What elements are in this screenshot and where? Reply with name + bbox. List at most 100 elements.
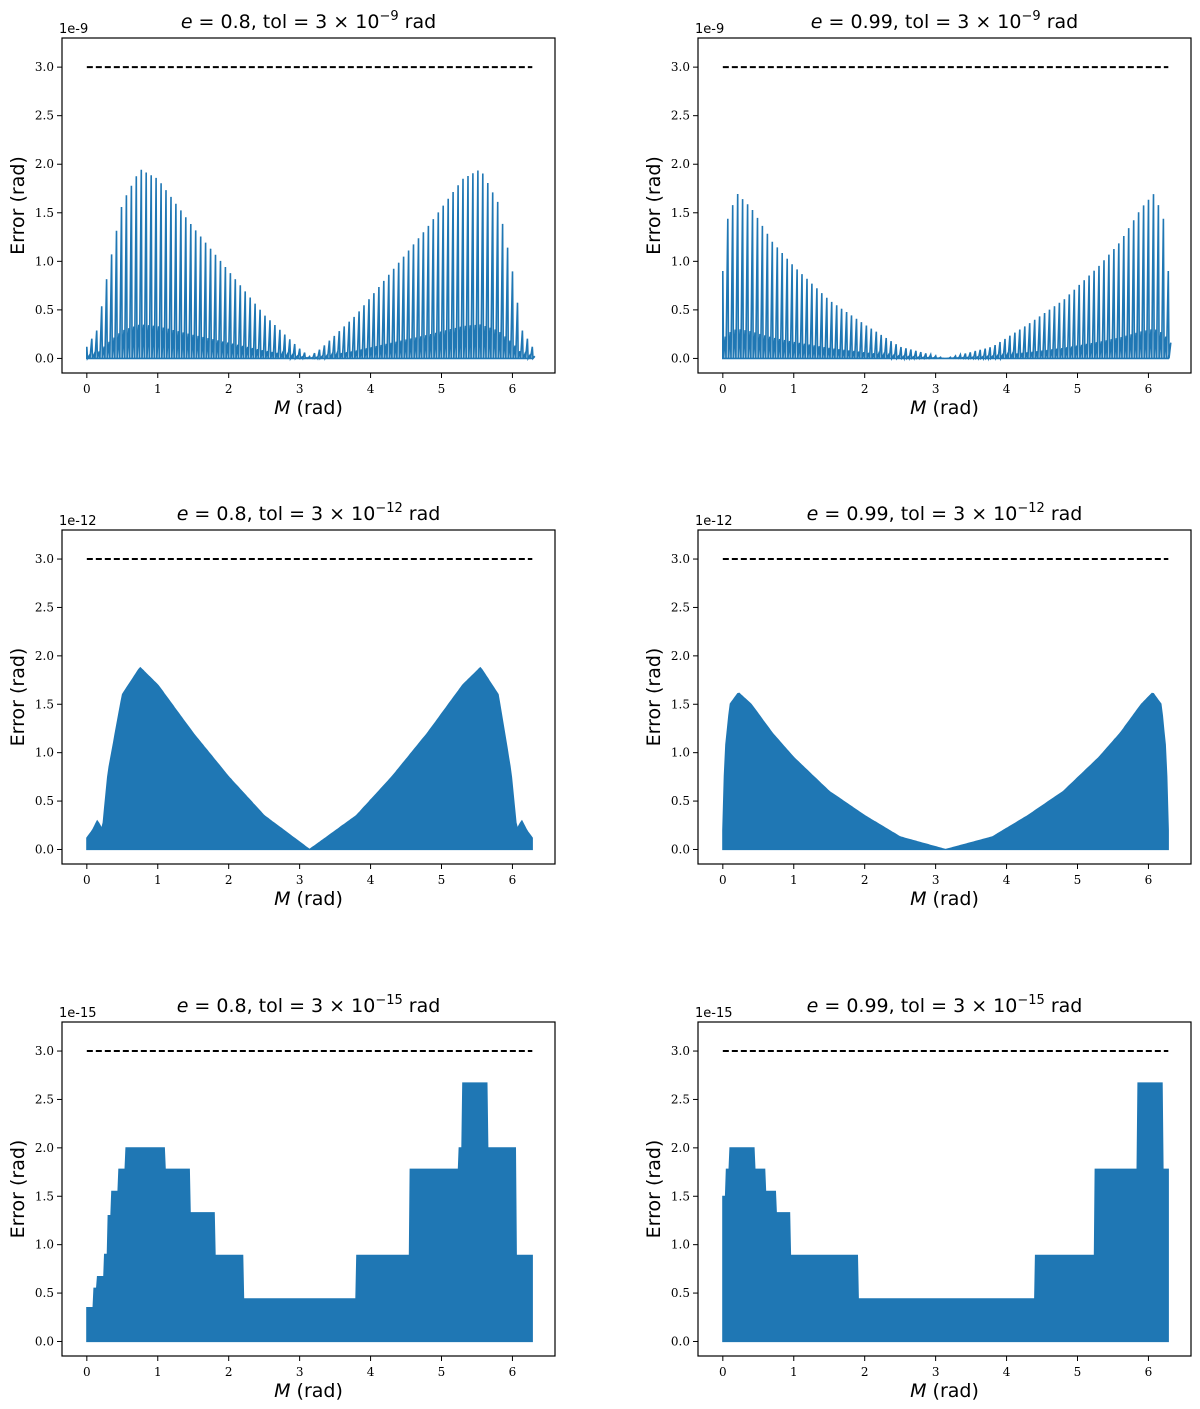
series-error bbox=[86, 1082, 533, 1343]
title-e-symbol: e bbox=[807, 503, 819, 525]
series-error-steps bbox=[722, 1082, 1169, 1343]
x-axis-unit: (rad) bbox=[927, 397, 979, 419]
x-axis-unit: (rad) bbox=[291, 1380, 343, 1402]
y-tick-label: 0.0 bbox=[671, 842, 690, 856]
y-tick-label: 2.0 bbox=[671, 1141, 690, 1155]
title-exponent: −9 bbox=[1021, 9, 1040, 24]
x-axis-label: M (rad) bbox=[910, 888, 979, 910]
x-tick-label: 6 bbox=[1145, 873, 1153, 887]
x-tick-label: 1 bbox=[790, 382, 798, 396]
x-axis-unit: (rad) bbox=[927, 888, 979, 910]
title-e-symbol: e bbox=[181, 11, 193, 33]
x-tick-label: 2 bbox=[861, 873, 869, 887]
title-unit: rad bbox=[1045, 503, 1083, 525]
x-axis-variable: M bbox=[910, 1380, 926, 1402]
chart-title: e = 0.8, tol = 3 × 10−12 rad bbox=[177, 501, 441, 525]
y-tick-label: 2.0 bbox=[35, 649, 54, 663]
x-tick-label: 4 bbox=[1003, 873, 1011, 887]
y-tick-label: 0.5 bbox=[671, 794, 690, 808]
series-error bbox=[722, 692, 1169, 851]
x-tick-label: 4 bbox=[1003, 1365, 1011, 1379]
axes-frame bbox=[61, 37, 556, 374]
x-tick-label: 4 bbox=[367, 382, 375, 396]
title-text: = 0.8, tol = 3 × 10 bbox=[188, 995, 375, 1017]
x-tick-label: 2 bbox=[225, 382, 233, 396]
y-tick-label: 2.5 bbox=[35, 109, 54, 123]
y-tick-label: 2.0 bbox=[671, 157, 690, 171]
series-error-spikes bbox=[86, 169, 536, 362]
title-e-symbol: e bbox=[177, 503, 189, 525]
x-axis-variable: M bbox=[274, 397, 290, 419]
x-axis-label: M (rad) bbox=[274, 888, 343, 910]
y-axis-label: Error (rad) bbox=[643, 648, 665, 747]
chart-panel-2: 0 1 2 3 4 5 6 0.0 0.5 1.0 1.5 2.0 2.5 3.0 1e-9 e = 0.99… bbox=[643, 9, 1192, 419]
y-tick-label: 1.0 bbox=[35, 1238, 54, 1252]
title-exponent: −12 bbox=[1017, 501, 1044, 516]
series-error bbox=[722, 193, 1172, 362]
x-tick-label: 1 bbox=[790, 873, 798, 887]
x-axis-label: M (rad) bbox=[910, 1380, 979, 1402]
axis-scale-label: 1e-12 bbox=[59, 514, 97, 529]
y-tick-label: 1.0 bbox=[35, 254, 54, 268]
chart-title: e = 0.99, tol = 3 × 10−15 rad bbox=[807, 993, 1083, 1017]
y-tick-label: 1.5 bbox=[35, 1189, 54, 1203]
axis-scale-label: 1e-15 bbox=[695, 1006, 733, 1021]
x-axis-variable: M bbox=[910, 888, 926, 910]
x-tick-label: 4 bbox=[367, 1365, 375, 1379]
x-tick-label: 0 bbox=[719, 873, 727, 887]
x-tick-label: 6 bbox=[509, 873, 517, 887]
x-tick-label: 5 bbox=[1074, 1365, 1082, 1379]
y-tick-label: 3.0 bbox=[671, 552, 690, 566]
y-tick-label: 0.0 bbox=[671, 1334, 690, 1348]
series-error bbox=[86, 666, 533, 851]
y-tick-label: 0.5 bbox=[671, 303, 690, 317]
chart-panel-1: 0 1 2 3 4 5 6 0.0 0.5 1.0 1.5 2.0 2.5 3.0 1e-9 e = 0.8,… bbox=[7, 9, 556, 419]
title-unit: rad bbox=[1045, 995, 1083, 1017]
x-tick-label: 4 bbox=[367, 873, 375, 887]
y-tick-label: 0.0 bbox=[35, 1334, 54, 1348]
y-axis-label: Error (rad) bbox=[7, 156, 29, 255]
y-tick-label: 2.5 bbox=[671, 109, 690, 123]
y-tick-label: 1.5 bbox=[671, 697, 690, 711]
chart-title: e = 0.99, tol = 3 × 10−9 rad bbox=[811, 9, 1078, 33]
x-tick-label: 1 bbox=[154, 1365, 162, 1379]
y-tick-label: 1.5 bbox=[671, 1189, 690, 1203]
x-axis-variable: M bbox=[274, 888, 290, 910]
title-text: = 0.99, tol = 3 × 10 bbox=[822, 11, 1021, 33]
y-tick-label: 2.0 bbox=[35, 1141, 54, 1155]
x-tick-label: 2 bbox=[861, 382, 869, 396]
y-axis-label: Error (rad) bbox=[7, 648, 29, 747]
x-tick-label: 5 bbox=[1074, 382, 1082, 396]
x-tick-label: 5 bbox=[438, 382, 446, 396]
y-tick-label: 2.5 bbox=[671, 600, 690, 614]
axes-frame bbox=[61, 1021, 556, 1357]
x-tick-label: 2 bbox=[861, 1365, 869, 1379]
y-tick-label: 0.5 bbox=[35, 1286, 54, 1300]
x-tick-label: 1 bbox=[154, 382, 162, 396]
y-tick-label: 1.5 bbox=[35, 206, 54, 220]
title-unit: rad bbox=[403, 995, 441, 1017]
chart-title: e = 0.99, tol = 3 × 10−12 rad bbox=[807, 501, 1083, 525]
y-tick-label: 3.0 bbox=[35, 1044, 54, 1058]
chart-panel-4: 0 1 2 3 4 5 6 0.0 0.5 1.0 1.5 2.0 2.5 3.0 1e-12 e = 0.9… bbox=[643, 501, 1192, 910]
title-exponent: −15 bbox=[375, 993, 402, 1008]
title-unit: rad bbox=[1041, 11, 1079, 33]
x-tick-label: 0 bbox=[83, 873, 91, 887]
chart-panel-6: 0 1 2 3 4 5 6 0.0 0.5 1.0 1.5 2.0 2.5 3.0 1e-15 e = 0.9… bbox=[643, 993, 1192, 1402]
axes-frame bbox=[697, 37, 1192, 374]
y-axis-label: Error (rad) bbox=[643, 156, 665, 255]
y-tick-label: 1.0 bbox=[671, 254, 690, 268]
y-tick-label: 2.0 bbox=[35, 157, 54, 171]
chart-panel-5: 0 1 2 3 4 5 6 0.0 0.5 1.0 1.5 2.0 2.5 3.0 1e-15 e = 0.8… bbox=[7, 993, 556, 1402]
title-exponent: −9 bbox=[379, 9, 398, 24]
series-error bbox=[86, 169, 536, 362]
series-error-steps bbox=[86, 1082, 533, 1343]
x-tick-label: 3 bbox=[932, 1365, 940, 1379]
y-tick-label: 3.0 bbox=[35, 60, 54, 74]
title-unit: rad bbox=[403, 503, 441, 525]
y-tick-label: 0.5 bbox=[671, 1286, 690, 1300]
axis-scale-label: 1e-15 bbox=[59, 1006, 97, 1021]
y-tick-label: 2.5 bbox=[35, 1092, 54, 1106]
y-tick-label: 2.0 bbox=[671, 649, 690, 663]
